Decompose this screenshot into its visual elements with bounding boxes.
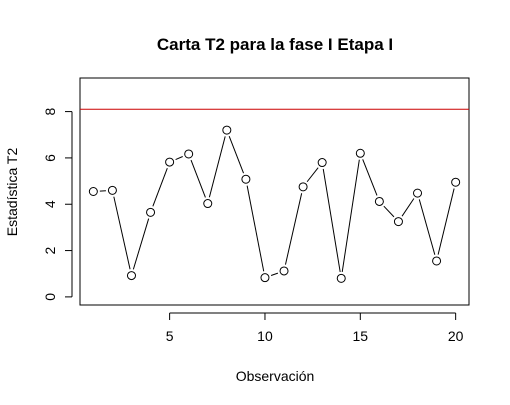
data-point [223,126,231,134]
data-point [127,272,135,280]
y-axis-label: Estadística T2 [4,148,20,237]
series-line-segment [384,206,394,217]
x-axis-label: Observación [236,368,315,384]
data-point [452,178,460,186]
data-point [299,183,307,191]
series-line-segment [419,199,435,254]
x-tick-label: 20 [448,328,464,344]
data-point [89,188,97,196]
y-tick-label: 8 [42,107,58,115]
y-tick-label: 6 [42,154,58,162]
series-line-segment [438,189,454,255]
series-line-segment [153,168,167,206]
data-point [185,150,193,158]
chart-title: Carta T2 para la fase I Etapa I [157,35,393,54]
data-point [147,208,155,216]
data-point [242,175,250,183]
y-tick-label: 4 [42,200,58,208]
series-line-segment [191,160,205,197]
series-line-segment [402,199,414,217]
series-line-segment [247,186,264,272]
plot-frame [80,78,469,305]
series-line-segment [114,197,130,270]
data-point [108,186,116,194]
data-point [375,197,383,205]
data-point [356,149,364,157]
data-point [318,159,326,167]
series-line-segment [209,136,225,197]
series-line-segment [229,136,243,173]
series-line-segment [133,219,148,270]
x-tick-label: 5 [166,328,174,344]
series-line-segment [271,273,278,275]
data-point [337,274,345,282]
y-tick-label: 0 [42,293,58,301]
series-line-segment [307,168,318,182]
data-point [166,158,174,166]
y-tick-label: 2 [42,246,58,254]
data-point [414,189,422,197]
series-line-segment [176,157,183,160]
data-point [204,200,212,208]
data-point [261,274,269,282]
series-line-segment [342,160,359,272]
data-point [394,218,402,226]
series-line-segment [323,169,340,272]
series-line-segment [363,159,377,195]
chart-marks: 5 10 15 20 0 2 4 6 8 [42,107,469,344]
series-line-segment [285,193,301,264]
data-point [280,267,288,275]
x-tick-label: 10 [257,328,273,344]
x-tick-label: 15 [353,328,369,344]
data-point [433,257,441,265]
